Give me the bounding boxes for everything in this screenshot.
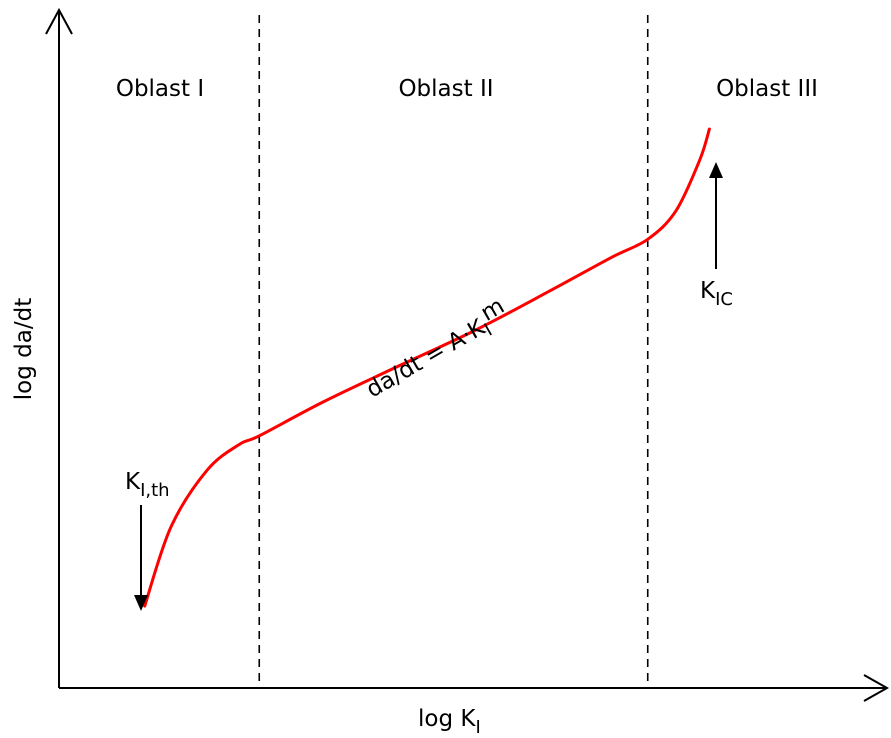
x-axis-label: log KI (418, 706, 481, 738)
toughness-label-sub: IC (715, 289, 733, 310)
region-label-1: Oblast I (116, 76, 204, 102)
toughness-label-main: K (700, 278, 716, 304)
crack-growth-curve (143, 127, 711, 608)
threshold-label-sub: I,th (140, 480, 170, 501)
y-axis-arrowhead (45, 7, 73, 35)
region-label-2: Oblast II (398, 76, 493, 102)
toughness-arrowhead (709, 162, 723, 178)
x-axis-arrowhead (863, 674, 890, 702)
y-axis-label: log da/dt (11, 298, 37, 400)
threshold-label: KI,th (125, 469, 170, 501)
threshold-label-main: K (125, 469, 141, 495)
x-axis-label-main: log K (418, 706, 476, 732)
paris-law-main: da/dt = A·K (362, 314, 490, 403)
region-label-3: Oblast III (716, 76, 818, 102)
x-axis-label-sub: I (475, 717, 480, 738)
threshold-arrowhead (134, 595, 148, 611)
paris-law-label: da/dt = A·KIm (358, 293, 516, 407)
toughness-label: KIC (700, 278, 733, 310)
